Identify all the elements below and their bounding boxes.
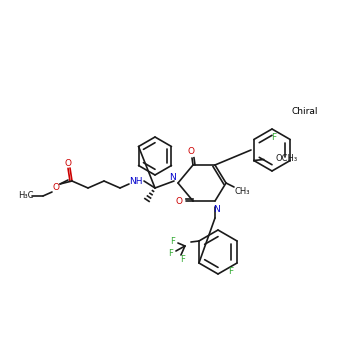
Text: F: F — [168, 248, 173, 258]
Text: Chiral: Chiral — [292, 107, 318, 117]
Text: F: F — [170, 237, 175, 245]
Text: N: N — [214, 204, 220, 214]
Text: O: O — [175, 196, 182, 205]
Text: F: F — [181, 256, 186, 265]
Text: F: F — [272, 133, 276, 142]
Text: O: O — [188, 147, 195, 155]
Text: O: O — [64, 159, 71, 168]
Text: NH: NH — [129, 176, 143, 186]
Text: H₃C: H₃C — [18, 191, 34, 201]
Text: OCH₃: OCH₃ — [276, 154, 298, 163]
Text: N: N — [170, 174, 176, 182]
Text: F: F — [229, 267, 233, 276]
Text: O: O — [52, 183, 60, 192]
Text: CH₃: CH₃ — [234, 187, 250, 196]
